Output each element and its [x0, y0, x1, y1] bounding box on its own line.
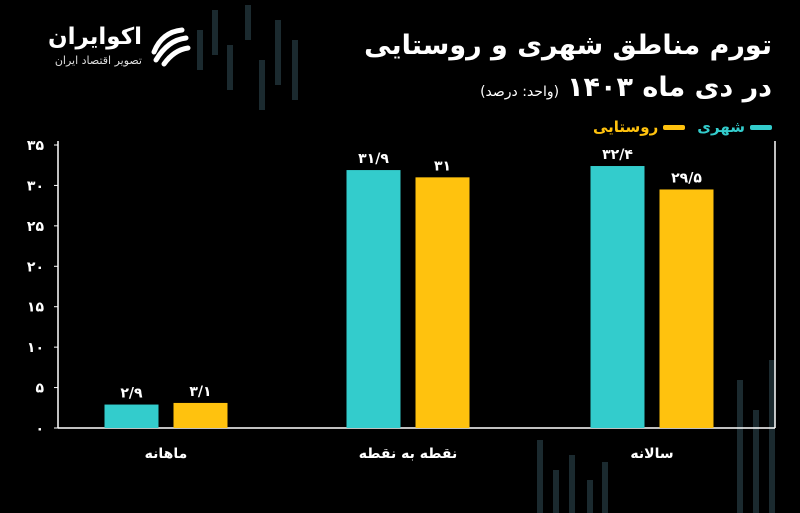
y-tick-label: ۱۰ — [27, 340, 44, 356]
bar — [590, 166, 645, 428]
y-tick-label: ۵ — [35, 381, 44, 397]
brand-mark-icon — [151, 27, 191, 67]
chart-legend: شهری روستایی — [593, 118, 772, 136]
chart-subtitle-line: در دی ماه ۱۴۰۳ (واحد: درصد) — [480, 72, 772, 103]
y-tick-label: ۳۵ — [27, 138, 45, 154]
chart-title: تورم مناطق شهری و روستایی — [364, 30, 772, 61]
y-tick-label: ۱۵ — [27, 300, 45, 316]
legend-swatch-urban — [750, 124, 772, 130]
data-label: ۳۲/۴ — [602, 147, 633, 163]
category-label: نقطه به نقطه — [359, 446, 457, 462]
bar — [346, 170, 401, 428]
y-tick-label: ۲۰ — [27, 259, 44, 275]
category-label: ماهانه — [145, 446, 188, 462]
y-tick-label: ۰ — [35, 421, 44, 437]
brand-name: اکوایران — [47, 24, 142, 50]
data-label: ۲۹/۵ — [671, 170, 702, 186]
bar — [415, 177, 470, 428]
data-label: ۳۱/۹ — [358, 151, 389, 167]
chart-subtitle: در دی ماه ۱۴۰۳ — [567, 72, 772, 103]
legend-item-rural: روستایی — [592, 118, 686, 136]
legend-item-urban: شهری — [697, 118, 772, 136]
bar — [173, 402, 228, 428]
legend-label-urban: شهری — [697, 118, 745, 136]
legend-label-rural: روستایی — [592, 118, 659, 136]
y-tick-label: ۲۵ — [27, 219, 45, 235]
data-label: ۲/۹ — [120, 386, 143, 402]
brand-tagline: تصویر اقتصاد ایران — [54, 54, 142, 67]
bar — [659, 189, 714, 428]
unit-label: (واحد: درصد) — [480, 84, 560, 100]
bar — [104, 404, 159, 428]
legend-swatch-rural — [663, 124, 686, 130]
category-label: سالانه — [630, 446, 673, 462]
y-tick-label: ۳۰ — [27, 178, 44, 194]
brand-logo: اکوایران تصویر اقتصاد ایران — [30, 22, 200, 70]
data-label: ۳/۱ — [189, 384, 211, 400]
data-label: ۳۱ — [434, 158, 451, 174]
